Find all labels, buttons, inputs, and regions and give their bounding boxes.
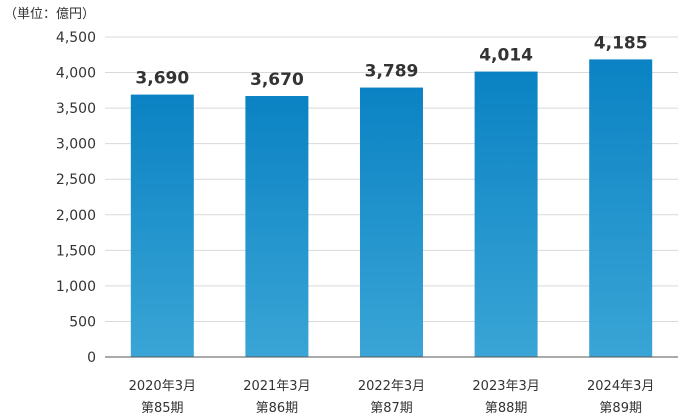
x-category-period: 第85期 — [141, 401, 184, 416]
bar — [474, 71, 538, 357]
bar-value-label: 3,789 — [365, 62, 419, 82]
bar — [130, 94, 194, 357]
y-axis-ticks: 0 500 1,000 1,500 2,000 2,500 3,000 3,500 4,000 4… — [56, 30, 96, 366]
bar — [360, 87, 423, 357]
x-category-date: 2021年3月 — [243, 379, 310, 394]
x-category-period: 第88期 — [485, 401, 528, 416]
y-tick-label: 0 — [87, 350, 96, 366]
y-tick-label: 3,500 — [56, 101, 96, 117]
unit-label: （単位：億円） — [4, 6, 95, 22]
y-tick-label: 3,000 — [56, 137, 96, 153]
bar-value-label: 3,670 — [250, 70, 304, 90]
bar-value-label: 4,014 — [479, 46, 533, 66]
x-category-date: 2024年3月 — [587, 379, 654, 394]
x-category-date: 2020年3月 — [129, 379, 196, 394]
y-tick-label: 4,500 — [56, 30, 96, 46]
y-tick-label: 1,000 — [56, 279, 96, 295]
y-tick-label: 1,500 — [56, 243, 96, 259]
bar — [245, 96, 309, 358]
x-category-period: 第86期 — [256, 401, 299, 416]
x-category-period: 第87期 — [370, 401, 413, 416]
y-tick-label: 2,000 — [56, 208, 96, 224]
data-labels: 3,690 3,670 3,789 4,014 4,185 — [135, 33, 647, 90]
bar-value-label: 3,690 — [135, 69, 189, 89]
y-tick-label: 500 — [69, 314, 96, 330]
bar-value-label: 4,185 — [594, 33, 648, 53]
bars — [130, 59, 653, 358]
x-category-date: 2022年3月 — [358, 379, 425, 394]
y-tick-label: 4,000 — [56, 66, 96, 82]
x-category-date: 2023年3月 — [472, 379, 539, 394]
x-category-period: 第89期 — [599, 401, 642, 416]
y-tick-label: 2,500 — [56, 172, 96, 188]
bar — [589, 59, 653, 358]
